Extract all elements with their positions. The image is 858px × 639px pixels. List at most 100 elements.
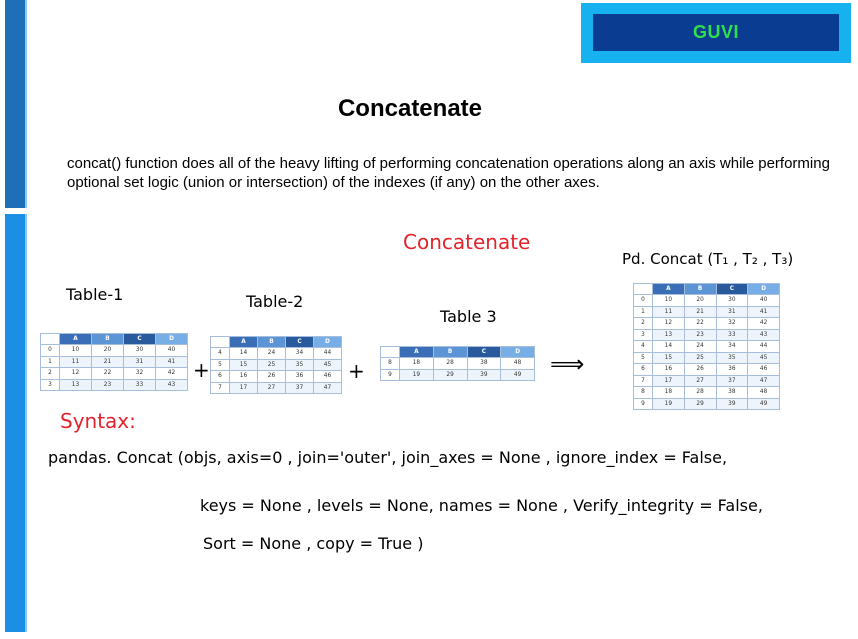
table-cell: 19 bbox=[652, 397, 685, 410]
table-cell: 29 bbox=[432, 368, 468, 381]
table-cell: 40 bbox=[155, 344, 188, 357]
handwritten-table2-label: Table-2 bbox=[246, 292, 304, 311]
table-cell: 30 bbox=[123, 344, 156, 357]
table-cell: 48 bbox=[747, 386, 780, 399]
table-cell: 45 bbox=[747, 351, 780, 364]
table-cell: 22 bbox=[683, 317, 717, 330]
table-cell: 47 bbox=[313, 381, 342, 394]
table-cell: 42 bbox=[747, 317, 780, 330]
table-cell: 14 bbox=[652, 340, 685, 353]
table-cell: 37 bbox=[715, 374, 749, 387]
column-header: B bbox=[257, 336, 286, 348]
syntax-line-2: keys = None , levels = None, names = Non… bbox=[200, 496, 763, 515]
column-header: A bbox=[652, 283, 685, 295]
table-row: 2 12 22 32 42 bbox=[633, 317, 780, 330]
table-row: 9 19 29 39 49 bbox=[380, 368, 535, 381]
table-cell: 42 bbox=[155, 367, 188, 380]
table-row: 7 17 27 37 47 bbox=[633, 374, 780, 387]
header-corner-cell bbox=[210, 336, 230, 348]
syntax-line-3: Sort = None , copy = True ) bbox=[203, 534, 424, 553]
table-cell: 12 bbox=[59, 367, 92, 380]
table-row: 2 12 22 32 42 bbox=[40, 367, 188, 380]
table-cell: 44 bbox=[747, 340, 780, 353]
table-cell: 41 bbox=[747, 305, 780, 318]
table-cell: 30 bbox=[715, 294, 749, 307]
table-cell: 20 bbox=[91, 344, 124, 357]
table-cell: 40 bbox=[747, 294, 780, 307]
table-cell: 46 bbox=[313, 370, 342, 383]
table-row: 5 15 25 35 45 bbox=[210, 358, 342, 371]
column-header: D bbox=[500, 346, 535, 358]
table-cell: 28 bbox=[683, 386, 717, 399]
column-header: D bbox=[313, 336, 342, 348]
table-cell: 45 bbox=[313, 358, 342, 371]
row-index-cell: 0 bbox=[40, 344, 60, 357]
table-row: 3 13 23 33 43 bbox=[40, 378, 188, 391]
table-cell: 37 bbox=[285, 381, 314, 394]
row-index-cell: 7 bbox=[633, 374, 653, 387]
row-index-cell: 3 bbox=[40, 378, 60, 391]
table-cell: 35 bbox=[715, 351, 749, 364]
table-row: 5 15 25 35 45 bbox=[633, 351, 780, 364]
plus-sign-1: + bbox=[193, 358, 210, 382]
sidebar-accent-top bbox=[5, 0, 27, 208]
result-table: A B C D 0 10 20 30 40 1 11 21 31 41 2 12 22 32 42 3 13 23 33 43… bbox=[633, 283, 780, 410]
table-cell: 27 bbox=[683, 374, 717, 387]
row-index-cell: 1 bbox=[633, 305, 653, 318]
table-cell: 33 bbox=[715, 328, 749, 341]
table-cell: 26 bbox=[683, 363, 717, 376]
table-cell: 43 bbox=[155, 378, 188, 391]
row-index-cell: 7 bbox=[210, 381, 230, 394]
table-cell: 10 bbox=[652, 294, 685, 307]
table-cell: 39 bbox=[715, 397, 749, 410]
table-row: 6 16 26 36 46 bbox=[633, 363, 780, 376]
table-row: 1 11 21 31 41 bbox=[40, 355, 188, 368]
row-index-cell: 2 bbox=[633, 317, 653, 330]
table-cell: 23 bbox=[683, 328, 717, 341]
table-cell: 14 bbox=[229, 347, 258, 360]
arrow-icon: ⟹ bbox=[550, 350, 585, 378]
table-cell: 21 bbox=[91, 355, 124, 368]
table-cell: 28 bbox=[432, 357, 468, 370]
row-index-cell: 4 bbox=[633, 340, 653, 353]
table-cell: 17 bbox=[652, 374, 685, 387]
table-cell: 12 bbox=[652, 317, 685, 330]
table-cell: 16 bbox=[229, 370, 258, 383]
table-row: 3 13 23 33 43 bbox=[633, 328, 780, 341]
table-cell: 48 bbox=[500, 357, 535, 370]
column-header: B bbox=[683, 283, 717, 295]
table-cell: 34 bbox=[285, 347, 314, 360]
row-index-cell: 2 bbox=[40, 367, 60, 380]
row-index-cell: 8 bbox=[633, 386, 653, 399]
table-cell: 39 bbox=[466, 368, 502, 381]
row-index-cell: 8 bbox=[380, 357, 400, 370]
sidebar-accent-bottom bbox=[5, 214, 27, 632]
table-cell: 17 bbox=[229, 381, 258, 394]
table-1: A B C D 0 10 20 30 40 1 11 21 31 41 2 12 22 32 42 3 13 23 33 43 bbox=[40, 333, 188, 391]
column-header: D bbox=[747, 283, 780, 295]
table-2: A B C D 4 14 24 34 44 5 15 25 35 45 6 16 26 36 46 7 17 27 37 47 bbox=[210, 336, 342, 394]
column-header: A bbox=[399, 346, 434, 358]
table-cell: 25 bbox=[257, 358, 286, 371]
column-header: A bbox=[59, 333, 92, 345]
row-index-cell: 0 bbox=[633, 294, 653, 307]
table-cell: 16 bbox=[652, 363, 685, 376]
table-cell: 19 bbox=[399, 368, 434, 381]
row-index-cell: 6 bbox=[210, 370, 230, 383]
syntax-label: Syntax: bbox=[60, 409, 136, 433]
row-index-cell: 5 bbox=[633, 351, 653, 364]
header-corner-cell bbox=[40, 333, 60, 345]
table-cell: 35 bbox=[285, 358, 314, 371]
handwritten-table3-label: Table 3 bbox=[440, 307, 497, 326]
column-header: C bbox=[123, 333, 156, 345]
table-cell: 11 bbox=[59, 355, 92, 368]
column-header: B bbox=[91, 333, 124, 345]
table-cell: 26 bbox=[257, 370, 286, 383]
table-cell: 34 bbox=[715, 340, 749, 353]
syntax-line-1: pandas. Concat (objs, axis=0 , join='out… bbox=[48, 448, 728, 467]
logo-text: GUVI bbox=[593, 14, 839, 51]
table-row: 8 18 28 38 48 bbox=[380, 357, 535, 370]
